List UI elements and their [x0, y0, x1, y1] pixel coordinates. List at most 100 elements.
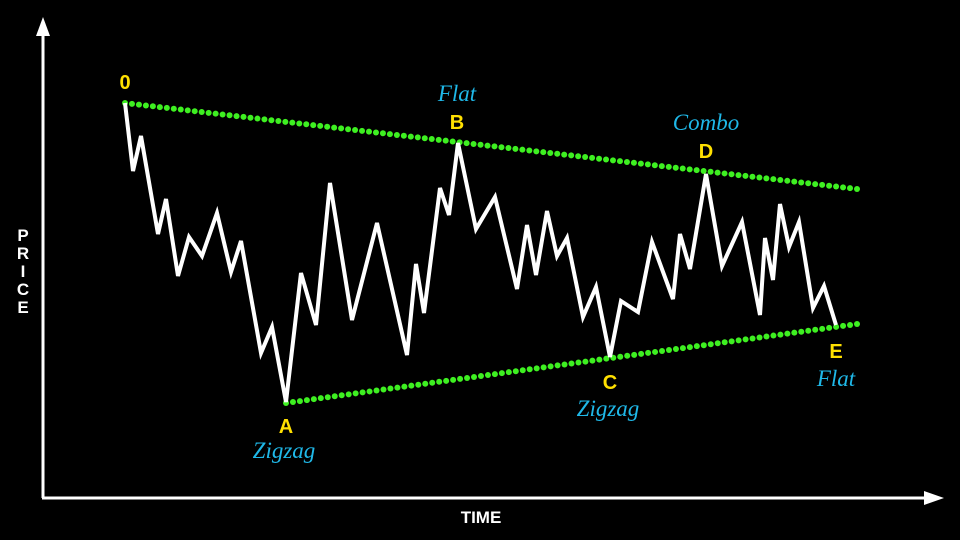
trendline-dot: [429, 379, 436, 386]
trendline-dot: [554, 150, 561, 157]
trendline-dot: [582, 358, 589, 365]
trendline-dot: [296, 398, 303, 405]
trendline-dot: [561, 151, 568, 158]
trendline-dot: [707, 341, 714, 348]
trendline-dot: [379, 130, 386, 137]
trendline-dot: [707, 168, 714, 175]
trendline-dot: [658, 163, 665, 170]
trendline-dot: [714, 340, 721, 347]
trendline-dot: [324, 394, 331, 401]
trendline-dot: [366, 128, 372, 135]
trendline-dot: [742, 336, 749, 343]
wave-e-label: Flat: [816, 366, 856, 391]
trendline-dot: [394, 384, 401, 391]
trendline-dot: [603, 355, 610, 362]
y-axis-arrow: [36, 17, 50, 36]
trendline-dot: [826, 324, 833, 331]
trendline-dot: [763, 175, 770, 182]
trendline-dot: [400, 132, 407, 139]
trendline-dot: [819, 181, 826, 188]
trendline-dot: [575, 153, 582, 160]
trendline-dot: [386, 131, 393, 138]
trendline-dot: [512, 368, 519, 375]
upper-trendline: [122, 100, 860, 192]
trendline-dot: [547, 363, 554, 370]
trendline-dot: [749, 173, 756, 180]
trendline-dot: [345, 391, 352, 398]
trendline-dot: [854, 186, 860, 192]
trendline-dot: [847, 321, 854, 328]
trendline-dot: [442, 137, 449, 144]
trendline-dot: [463, 140, 470, 147]
trendline-dot: [184, 107, 191, 114]
trendline-dot: [526, 366, 533, 373]
labels: 0 Flat B Combo D A Zigzag C Zigzag E Fla…: [119, 72, 855, 463]
trendline-dot: [324, 123, 331, 130]
trendline-dot: [624, 352, 631, 359]
lower-trendline: [283, 321, 860, 406]
wave-b-label: Flat: [437, 81, 477, 106]
trendline-dot: [505, 369, 512, 376]
trendline-dot: [575, 359, 582, 366]
trendline-dot: [756, 174, 763, 181]
trendline-dot: [589, 154, 596, 161]
trendline-dot: [303, 121, 310, 128]
trendline-dot: [637, 160, 644, 167]
trendline-dot: [721, 170, 728, 177]
trendline-dot: [631, 351, 638, 358]
trendline-dot: [345, 126, 352, 133]
trendline-dot: [435, 136, 442, 143]
y-axis-letter: C: [17, 280, 29, 299]
trendline-dot: [422, 380, 429, 387]
trendline-dot: [547, 149, 554, 156]
trendline-dot: [812, 326, 819, 333]
trendline-dot: [596, 356, 603, 363]
trendline-dot: [310, 122, 317, 129]
trendline-dot: [645, 349, 652, 356]
y-axis-letter: E: [17, 298, 28, 317]
trendline-dot: [303, 397, 310, 404]
trendline-dot: [519, 367, 526, 374]
trendline-dot: [457, 375, 464, 382]
trendline-dot: [756, 334, 763, 341]
point-c-label: C: [603, 372, 617, 394]
trendline-dot: [372, 129, 379, 136]
wave-c-label: Zigzag: [577, 396, 640, 421]
trendline-dot: [428, 136, 435, 143]
trendline-dot: [582, 154, 589, 161]
trendline-dot: [421, 135, 428, 142]
trendline-dot: [268, 117, 275, 124]
trendline-dot: [826, 182, 833, 189]
trendline-dot: [728, 338, 735, 345]
trendline-dot: [617, 353, 624, 360]
trendline-dot: [686, 166, 693, 173]
trendline-dot: [359, 127, 366, 134]
trendline-dot: [156, 104, 163, 111]
trendline-dot: [254, 115, 261, 122]
trendline-dot: [644, 161, 651, 168]
trendline-dot: [289, 119, 296, 126]
trendline-dot: [840, 322, 847, 329]
trendline-dot: [449, 138, 456, 145]
trendline-dot: [735, 172, 742, 179]
trendline-dot: [317, 122, 324, 129]
trendline-dot: [450, 376, 457, 383]
trendline-dot: [408, 382, 415, 389]
trendline-dot: [163, 104, 170, 111]
trendline-dot: [366, 388, 373, 395]
trendline-dot: [679, 345, 686, 352]
trendline-dot: [331, 393, 338, 400]
trendline-dot: [638, 350, 645, 357]
trendline-dot: [659, 347, 666, 354]
wave-d-label: Combo: [673, 110, 739, 135]
trendline-dot: [477, 141, 484, 148]
trendline-dot: [672, 346, 679, 353]
trendlines: [122, 100, 860, 406]
trendline-dot: [149, 103, 156, 110]
trendline-dot: [352, 390, 359, 397]
trendline-dot: [226, 112, 233, 119]
point-0-label: 0: [119, 72, 130, 94]
trendline-dot: [763, 333, 770, 340]
trendline-dot: [784, 177, 791, 184]
trendline-dot: [212, 110, 219, 117]
